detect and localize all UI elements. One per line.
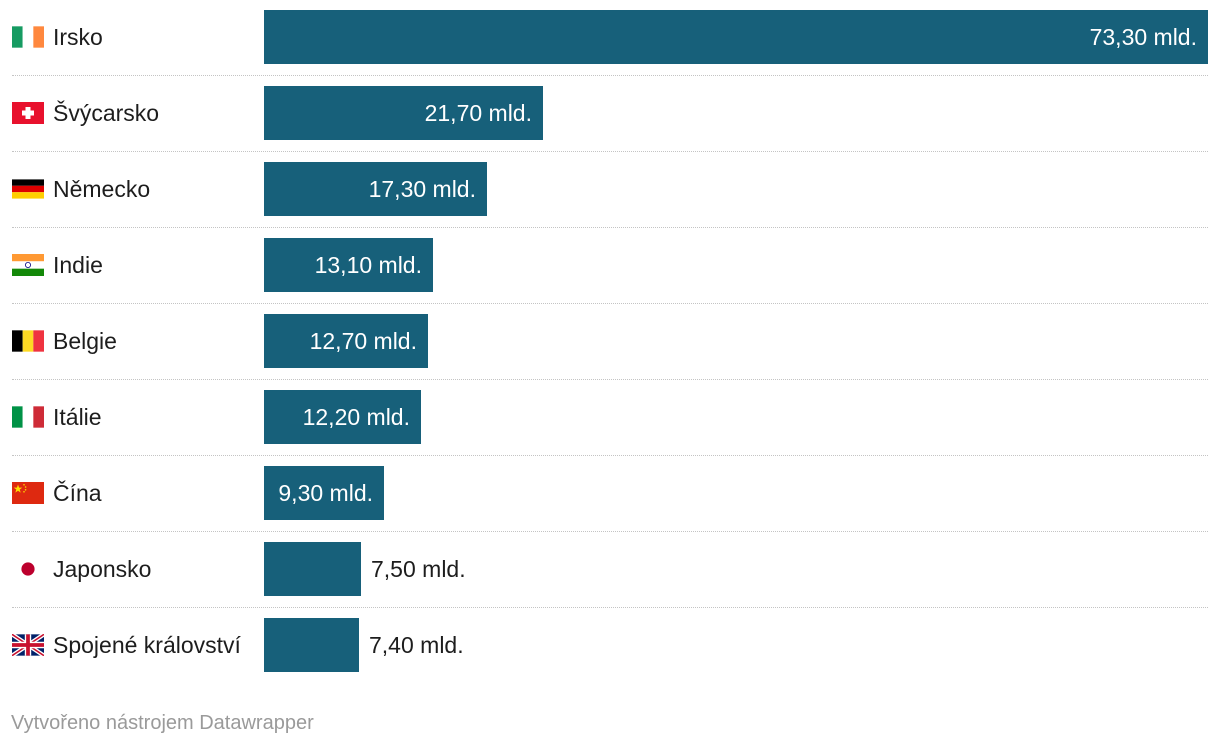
category-label: Japonsko <box>53 556 152 582</box>
row-divider <box>12 607 1208 608</box>
category-label: Itálie <box>53 404 102 430</box>
bar-row-spojene-kralovstvi: Spojené království 7,40 mld. <box>12 608 1208 684</box>
bar-row-svycarsko: Švýcarsko 21,70 mld. <box>12 76 1208 152</box>
value-label: 9,30 mld. <box>278 480 373 506</box>
category-label: Švýcarsko <box>53 100 160 126</box>
germany-flag-icon <box>12 178 44 200</box>
bar-row-indie: Indie 13,10 mld. <box>12 228 1208 304</box>
value-label: 7,40 mld. <box>369 632 464 658</box>
category-label: Irsko <box>53 24 103 50</box>
row-divider <box>12 531 1208 532</box>
ireland-flag-icon <box>12 26 44 48</box>
category-label: Spojené království <box>53 632 241 658</box>
bar[interactable] <box>264 162 487 216</box>
bar[interactable] <box>264 238 433 292</box>
value-label: 17,30 mld. <box>368 176 476 202</box>
bar[interactable] <box>264 86 543 140</box>
row-divider <box>12 455 1208 456</box>
value-label: 13,10 mld. <box>314 252 422 278</box>
row-divider <box>12 379 1208 380</box>
category-label: Indie <box>53 252 103 278</box>
category-label: Čína <box>53 480 102 506</box>
bar[interactable] <box>264 542 361 596</box>
bar[interactable] <box>264 618 359 672</box>
value-label: 21,70 mld. <box>424 100 532 126</box>
value-label: 7,50 mld. <box>371 556 466 582</box>
category-label: Německo <box>53 176 151 202</box>
category-label: Belgie <box>53 328 117 354</box>
row-divider <box>12 75 1208 76</box>
uk-flag-icon <box>12 634 44 656</box>
bar[interactable] <box>264 466 384 520</box>
bar[interactable] <box>264 390 421 444</box>
italy-flag-icon <box>12 406 44 428</box>
bar-chart: Irsko 73,30 mld. Švýcarsko 21,70 mld. Německ… <box>12 0 1208 684</box>
row-divider <box>12 303 1208 304</box>
bar-row-irsko: Irsko 73,30 mld. <box>12 0 1208 76</box>
row-divider <box>12 151 1208 152</box>
bar[interactable] <box>264 10 1208 64</box>
bar-row-belgie: Belgie 12,70 mld. <box>12 304 1208 380</box>
datawrapper-credit[interactable]: Vytvořeno nástrojem Datawrapper <box>11 712 314 734</box>
value-label: 12,70 mld. <box>309 328 417 354</box>
china-flag-icon <box>12 482 44 504</box>
bar[interactable] <box>264 314 428 368</box>
japan-flag-icon <box>12 558 44 580</box>
value-label: 12,20 mld. <box>302 404 410 430</box>
belgium-flag-icon <box>12 330 44 352</box>
value-label: 73,30 mld. <box>1089 24 1197 50</box>
row-divider <box>12 227 1208 228</box>
bar-row-nemecko: Německo 17,30 mld. <box>12 152 1208 228</box>
india-flag-icon <box>12 254 44 276</box>
bar-row-italie: Itálie 12,20 mld. <box>12 380 1208 456</box>
bar-row-cina: Čína 9,30 mld. <box>12 456 1208 532</box>
switzerland-flag-icon <box>12 102 44 124</box>
bar-row-japonsko: Japonsko 7,50 mld. <box>12 532 1208 608</box>
